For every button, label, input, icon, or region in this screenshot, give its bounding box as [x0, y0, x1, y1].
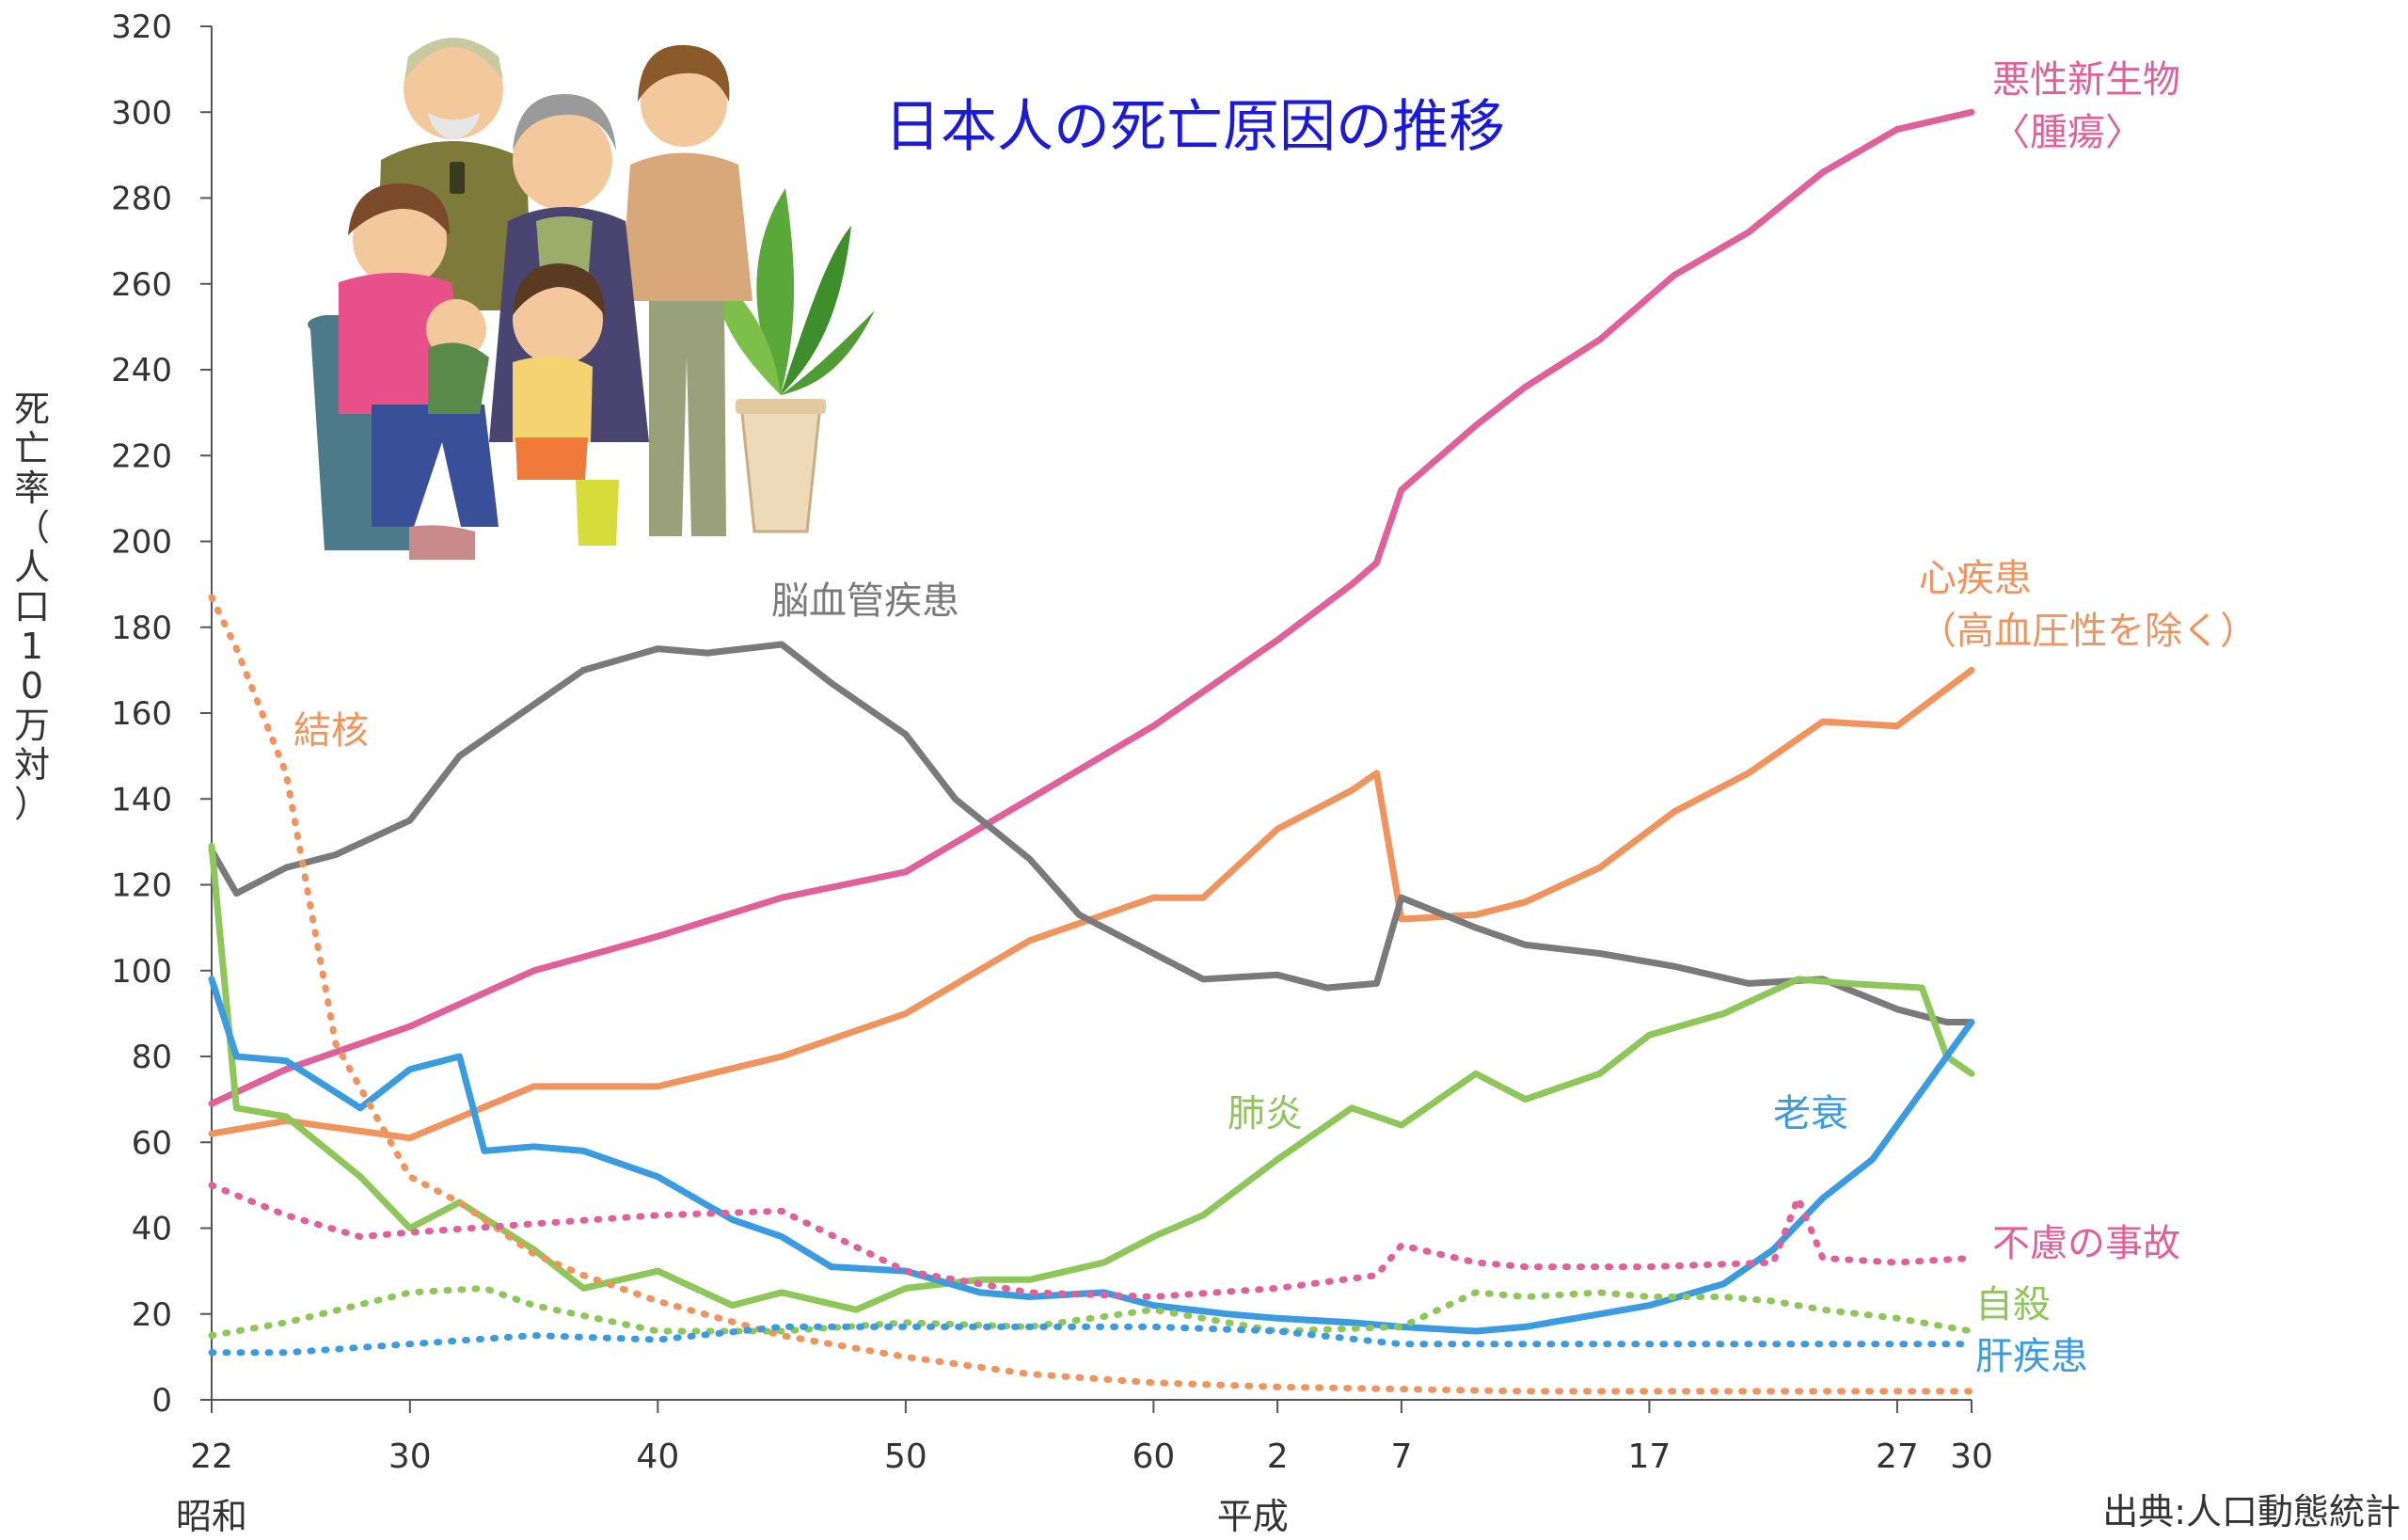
x-tick-label: 27: [1876, 1437, 1919, 1476]
y-tick-label: 140: [111, 781, 172, 818]
y-tick-label: 200: [111, 524, 172, 562]
series-line: [208, 1323, 1975, 1357]
y-tick-label: 220: [111, 437, 172, 475]
y-tick-label: 40: [132, 1211, 172, 1248]
y-axis-label: 死亡率（人口 1 0 万対）: [14, 389, 50, 825]
y-tick-label: 100: [111, 953, 172, 991]
potted-plant-icon: [715, 188, 875, 533]
era-labels: 昭和 平成: [176, 1496, 1289, 1537]
era-label: 平成: [1217, 1496, 1289, 1536]
series-label: 肝疾患: [1975, 1335, 2088, 1378]
series-label: 肺炎: [1228, 1092, 1303, 1135]
y-tick-label: 120: [111, 867, 172, 905]
series-label: 老衰: [1773, 1092, 1848, 1135]
era-label: 昭和: [176, 1496, 247, 1536]
x-tick-label: 7: [1390, 1437, 1412, 1476]
y-tick-label: 20: [132, 1296, 172, 1334]
series-label: 悪性新生物〈腫瘍〉: [1992, 58, 2180, 154]
chart-title: 日本人の死亡原因の推移: [884, 94, 1505, 160]
y-tick-label: 180: [111, 610, 172, 647]
y-tick-label: 280: [111, 181, 172, 218]
series-line: [208, 108, 1975, 1107]
series-line: [208, 1284, 1975, 1340]
x-tick-label: 50: [884, 1437, 927, 1476]
family-illustration: [308, 38, 875, 560]
y-tick-label: 240: [111, 352, 172, 389]
x-tick-label: 22: [190, 1437, 233, 1476]
y-tick-label: 80: [132, 1039, 172, 1076]
y-tick-label: 60: [132, 1124, 172, 1162]
series-line: [208, 976, 1975, 1335]
x-tick-label: 2: [1267, 1437, 1289, 1476]
y-axis-ticks: 0 20 40 60 80 100 120 140 160 180 200 220 240 260 280 3…: [111, 8, 212, 1420]
series-label: 心疾患（高血圧性を除く）: [1919, 557, 2258, 653]
y-tick-label: 300: [111, 94, 172, 132]
y-tick-label: 160: [111, 695, 172, 733]
x-tick-label: 30: [388, 1437, 432, 1476]
series-line: [208, 641, 1975, 1025]
x-tick-label: 17: [1628, 1437, 1671, 1476]
series-label: 不慮の事故: [1992, 1222, 2180, 1265]
series-label: 脳血管疾患: [771, 579, 959, 623]
series-line: [208, 594, 1975, 1395]
y-tick-label: 260: [111, 266, 172, 304]
series-label: 自殺: [1975, 1283, 2051, 1326]
source-note: 出典:人口動態統計: [2102, 1491, 2400, 1532]
x-tick-label: 40: [636, 1437, 679, 1476]
series-line: [208, 666, 1975, 1142]
x-tick-label: 30: [1950, 1437, 1993, 1476]
y-tick-label: 320: [111, 8, 172, 46]
x-axis-ticks: 22 30 40 50 60 2 7 17 27 30: [190, 1400, 1993, 1476]
x-tick-label: 60: [1132, 1437, 1175, 1476]
y-tick-label: 0: [151, 1382, 172, 1420]
series-line: [208, 1182, 1975, 1300]
series-label: 結核: [293, 709, 369, 753]
series-lines: [208, 108, 1975, 1395]
